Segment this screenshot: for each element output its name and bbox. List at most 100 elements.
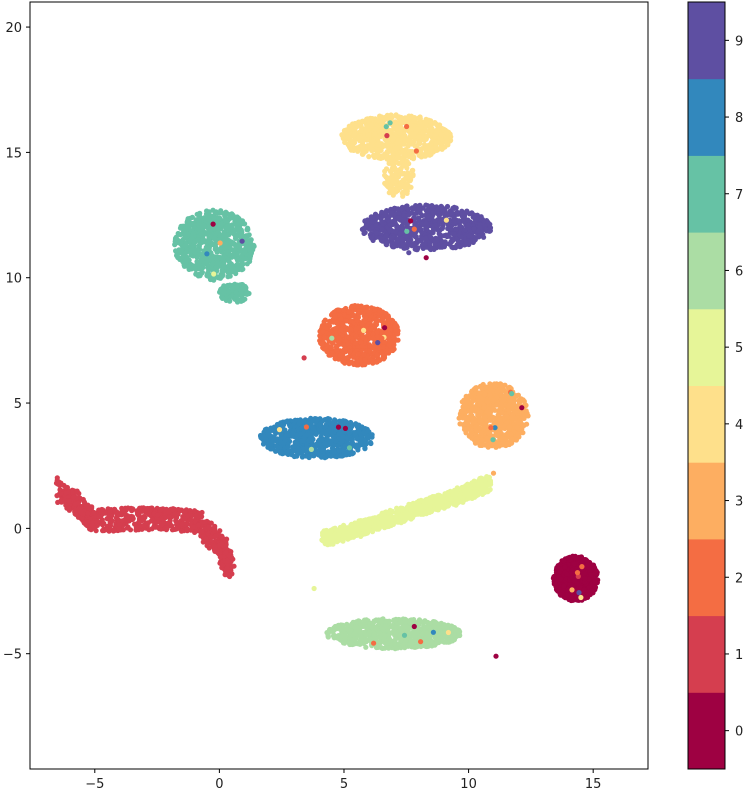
cluster-2-point	[344, 355, 350, 361]
cluster-5-point	[366, 524, 372, 530]
cluster-5-point	[450, 491, 456, 497]
cluster-1-point	[96, 514, 102, 520]
cluster-5-point	[328, 540, 334, 546]
cluster-2-point	[353, 340, 359, 346]
cluster-2-point	[386, 330, 392, 336]
cluster-0-point	[557, 591, 563, 597]
cluster-4-point	[342, 139, 348, 145]
cluster-1-point	[165, 520, 171, 526]
cluster-3-point	[493, 402, 500, 408]
cluster-4-point	[400, 147, 407, 154]
cluster-3-point	[477, 418, 483, 424]
cluster-2-point	[320, 329, 326, 335]
cluster-3-point	[507, 384, 513, 390]
cluster-3-point	[464, 426, 470, 432]
cluster-4-point	[406, 153, 412, 159]
cluster-2-point	[324, 348, 330, 355]
cluster-4-point	[375, 142, 381, 148]
cluster-2-point	[336, 307, 342, 313]
cluster-4-point	[390, 135, 396, 141]
cluster-2-point	[354, 358, 360, 365]
cluster-4-point	[398, 181, 404, 188]
cluster-5-point	[466, 495, 472, 501]
cluster-5-point	[401, 515, 407, 521]
cluster-2-point	[361, 352, 367, 358]
cluster-1-point	[175, 511, 181, 517]
cluster-5-point	[336, 528, 343, 534]
cluster-1-point	[195, 522, 202, 528]
cluster-1-point	[193, 513, 199, 519]
cluster-5-point	[482, 488, 488, 494]
cluster-3-point	[473, 436, 480, 442]
cluster-1-point	[137, 505, 143, 511]
cluster-4-point	[345, 134, 351, 140]
cluster-0-point	[564, 571, 570, 577]
cluster-4-point	[369, 116, 375, 122]
cluster-3-point	[472, 424, 479, 430]
cluster-1-point	[57, 487, 63, 493]
cluster-2-point	[354, 317, 360, 323]
cluster-0-point	[586, 576, 592, 583]
cluster-4-point	[390, 162, 396, 169]
cluster-3-point	[497, 417, 503, 423]
cluster-4-point	[397, 130, 403, 136]
cluster-1-point	[78, 509, 84, 515]
cluster-1-point	[158, 522, 164, 528]
cluster-4-point	[356, 135, 362, 141]
cluster-1-point	[154, 512, 161, 518]
cluster-4-point	[408, 172, 414, 178]
cluster-4-point	[384, 141, 391, 147]
cluster-2-point	[368, 326, 374, 332]
cluster-5-point	[427, 506, 433, 512]
cluster-2-point	[332, 355, 338, 362]
cluster-0-point	[581, 587, 587, 593]
cluster-4-point	[390, 157, 396, 163]
cluster-5-point	[477, 475, 483, 482]
cluster-2-point	[393, 327, 399, 333]
cluster-3-point	[484, 408, 490, 415]
cluster-4-point	[361, 118, 367, 125]
cluster-1-point	[117, 522, 123, 528]
cluster-2-point	[342, 347, 348, 353]
cluster-3-point	[479, 442, 485, 448]
cluster-0-point	[552, 581, 558, 587]
cluster-5-point	[371, 516, 377, 523]
cluster-0-point	[572, 578, 578, 584]
cluster-3-point	[514, 424, 520, 431]
cluster-4-point	[426, 132, 432, 138]
cluster-3-point	[505, 403, 511, 409]
cluster-1-point	[133, 525, 139, 531]
cluster-0-point	[562, 564, 568, 570]
cluster-2-point	[379, 350, 385, 356]
cluster-4-point	[416, 134, 422, 140]
cluster-5-point	[403, 510, 409, 516]
cluster-0-point	[581, 571, 587, 577]
cluster-3-point	[486, 430, 492, 436]
cluster-1-point	[224, 566, 230, 572]
cluster-4-point	[375, 147, 381, 153]
cluster-4-point	[358, 128, 364, 134]
cluster-4-point	[394, 140, 400, 146]
cluster-3-point	[511, 415, 518, 422]
cluster-3-point	[499, 383, 505, 389]
cluster-2-point	[356, 310, 362, 317]
cluster-1-point	[190, 524, 196, 530]
cluster-1-point	[203, 536, 209, 542]
cluster-3-point	[457, 421, 463, 427]
cluster-2-point	[374, 359, 380, 365]
cluster-2-point	[377, 345, 383, 351]
cluster-2-point	[371, 344, 377, 350]
cluster-1-point	[205, 524, 212, 531]
cluster-3-point	[475, 412, 481, 418]
cluster-4-point	[384, 176, 390, 182]
cluster-5-point	[480, 482, 486, 488]
cluster-3-point	[495, 440, 501, 446]
cluster-5-point	[331, 532, 337, 539]
cluster-4-point	[444, 140, 450, 146]
cluster-2-point	[319, 341, 325, 347]
cluster-4-point	[387, 182, 393, 188]
cluster-3-point	[456, 415, 462, 421]
cluster-0-point	[592, 579, 598, 585]
cluster-0-point	[592, 584, 598, 590]
